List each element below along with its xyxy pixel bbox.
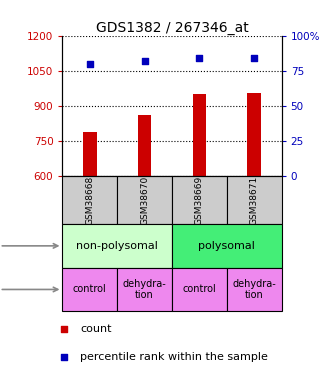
Bar [193,94,206,176]
Text: GSM38669: GSM38669 [195,176,204,225]
Bar [172,176,227,224]
Text: non-polysomal: non-polysomal [76,241,158,251]
Text: control: control [182,285,216,294]
Text: stress: stress [0,285,58,294]
Bar [62,224,172,268]
Text: count: count [80,324,111,334]
Point [252,55,257,61]
Bar [138,115,151,176]
Point [142,58,147,64]
Text: GSM38670: GSM38670 [140,176,149,225]
Bar [62,176,117,224]
Bar [83,132,97,176]
Text: GSM38671: GSM38671 [250,176,259,225]
Text: protocol: protocol [0,241,58,251]
Bar [117,176,172,224]
Text: percentile rank within the sample: percentile rank within the sample [80,352,268,362]
Bar [247,93,261,176]
Text: dehydra-
tion: dehydra- tion [123,279,166,300]
Text: control: control [73,285,107,294]
Text: GSM38668: GSM38668 [85,176,94,225]
Bar [227,176,282,224]
Point [197,55,202,61]
Bar [62,268,117,311]
Bar [172,268,227,311]
Bar [227,268,282,311]
Bar [117,268,172,311]
Point [87,61,92,67]
Text: dehydra-
tion: dehydra- tion [232,279,276,300]
Bar [172,224,282,268]
Title: GDS1382 / 267346_at: GDS1382 / 267346_at [96,21,248,34]
Text: polysomal: polysomal [198,241,255,251]
